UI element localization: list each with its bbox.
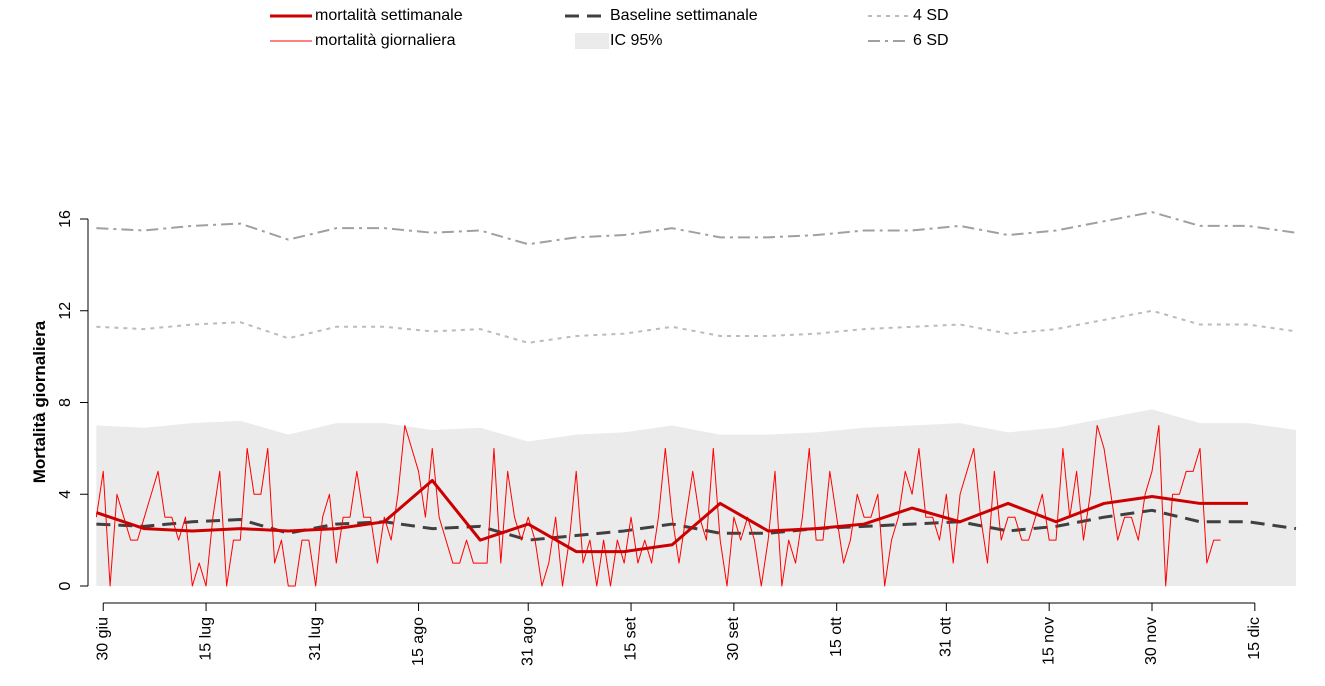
- x-tick-label: 15 dic: [1246, 617, 1263, 660]
- legend-label: mortalità settimanale: [315, 7, 463, 24]
- y-tick-label: 12: [57, 302, 74, 320]
- legend-label: 4 SD: [913, 7, 949, 24]
- series-line: [96, 211, 1297, 246]
- x-tick-label: 30 nov: [1143, 617, 1160, 665]
- legend-label: Baseline settimanale: [610, 7, 758, 24]
- x-tick-label: 31 ott: [938, 616, 955, 657]
- legend-label: IC 95%: [610, 32, 662, 49]
- legend-swatch: [575, 33, 609, 49]
- y-tick-label: 8: [57, 398, 74, 407]
- series-line: [96, 309, 1297, 344]
- x-tick-label: 31 lug: [307, 617, 324, 661]
- y-tick-label: 4: [57, 490, 74, 499]
- x-tick-label: 30 set: [725, 616, 742, 660]
- ci-area: [96, 409, 1296, 586]
- x-tick-label: 30 giu: [94, 617, 111, 661]
- y-axis-label: Mortalità giornaliera: [30, 320, 49, 483]
- legend-label: 6 SD: [913, 32, 949, 49]
- y-tick-label: 0: [57, 581, 74, 590]
- x-tick-label: 31 ago: [519, 617, 536, 666]
- x-tick-label: 15 ott: [828, 616, 845, 657]
- x-tick-label: 15 lug: [197, 617, 214, 661]
- x-tick-label: 15 set: [622, 616, 639, 660]
- series-line: [95, 478, 1248, 554]
- y-tick-label: 16: [57, 210, 74, 228]
- x-tick-label: 15 ago: [410, 617, 427, 666]
- x-tick-label: 15 nov: [1040, 617, 1057, 665]
- series-line: [95, 424, 1221, 587]
- legend-label: mortalità giornaliera: [315, 32, 456, 49]
